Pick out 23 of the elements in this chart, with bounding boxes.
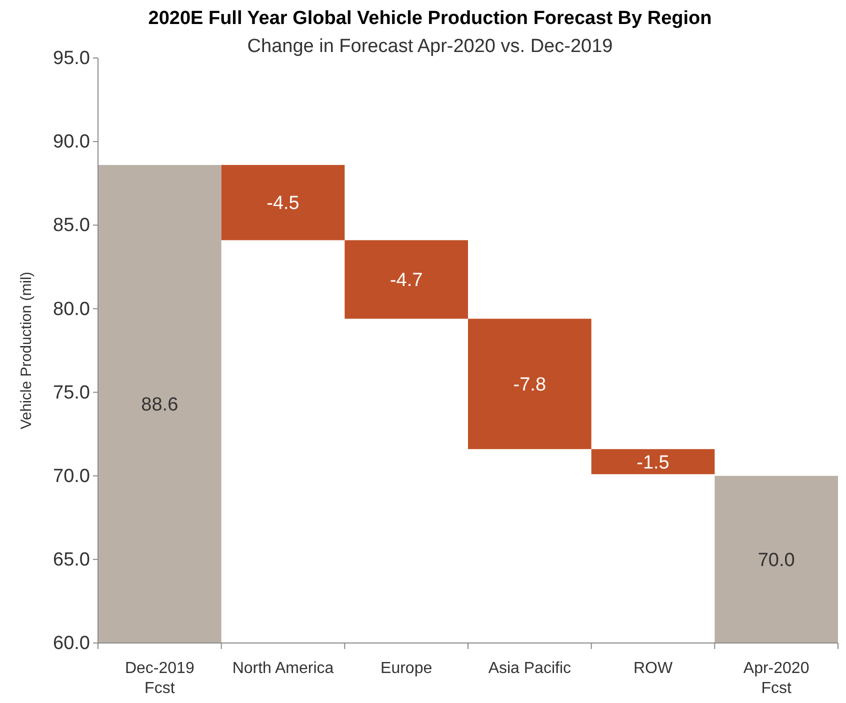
y-tick-label: 65.0 (53, 550, 90, 571)
y-tick-label: 60.0 (53, 633, 90, 654)
x-tick-label: North America (232, 660, 334, 677)
data-label: 70.0 (758, 550, 795, 572)
chart-subtitle: Change in Forecast Apr-2020 vs. Dec-2019 (247, 36, 613, 57)
x-tick-label: ROW (633, 660, 674, 677)
x-tick-label: Apr-2020 Fcst (743, 660, 810, 697)
y-tick-label: 95.0 (53, 48, 90, 70)
chart-title: 2020E Full Year Global Vehicle Production Forecast By Region (148, 8, 712, 29)
data-label: -1.5 (636, 452, 670, 474)
y-tick-label: 75.0 (53, 382, 90, 404)
x-tick-label: Asia Pacific (488, 660, 572, 677)
y-axis-title: Vehicle Production (mil) (18, 272, 35, 430)
y-tick-label: 70.0 (53, 466, 90, 487)
x-tick-label: Dec-2019 Fcst (124, 660, 194, 697)
x-tick-label: Europe (380, 660, 432, 677)
y-tick-label: 80.0 (53, 298, 90, 320)
data-label: 88.6 (141, 394, 178, 416)
data-label: -4.5 (266, 193, 300, 214)
y-tick-label: 90.0 (53, 132, 90, 153)
y-tick-label: 85.0 (53, 215, 90, 236)
data-label: -7.8 (513, 374, 546, 396)
data-label: -4.7 (390, 270, 423, 292)
